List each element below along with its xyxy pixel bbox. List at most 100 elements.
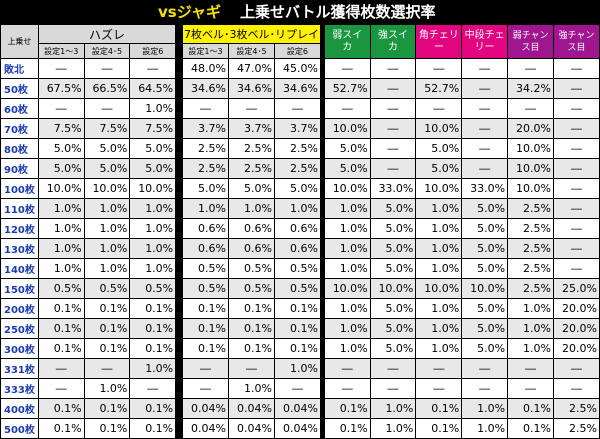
value-cell: 1.0% — [130, 219, 176, 238]
value-cell: 0.5% — [130, 279, 176, 298]
value-cell: 1.0% — [324, 239, 370, 258]
table-row: 80枚 5.0% 5.0% 5.0% 2.5% 2.5% 2.5% 5.0% ― 5.0% ― 10.… — [1, 139, 599, 158]
value-cell: 7.5% — [84, 119, 130, 138]
value-cell: 1.0% — [324, 319, 370, 338]
value-cell: 20.0% — [508, 119, 553, 138]
value-cell: ― — [508, 379, 553, 398]
value-cell: 0.1% — [274, 319, 320, 338]
value-cell: 1.0% — [324, 199, 370, 218]
table-row: 150枚 0.5% 0.5% 0.5% 0.5% 0.5% 0.5% 10.0% 10.0% 10… — [1, 279, 599, 298]
spacer — [176, 299, 183, 318]
value-cell: 3.7% — [228, 119, 274, 138]
value-cell: ― — [553, 159, 599, 178]
table-row: 110枚 1.0% 1.0% 1.0% 1.0% 1.0% 1.0% 1.0% 5.0% 1.0%… — [1, 199, 599, 218]
value-cell: ― — [508, 99, 553, 118]
value-cell: 0.5% — [274, 279, 320, 298]
row-label: 敗北 — [1, 59, 38, 78]
value-cell: 0.1% — [84, 319, 130, 338]
table-row: 100枚 10.0% 10.0% 10.0% 5.0% 5.0% 5.0% 10.0% 33.0… — [1, 179, 599, 198]
value-cell: 0.5% — [84, 279, 130, 298]
value-cell: ― — [370, 159, 416, 178]
value-cell: 1.0% — [416, 199, 462, 218]
value-cell: 0.1% — [38, 299, 84, 318]
spacer — [176, 399, 183, 418]
value-cell: ― — [416, 99, 462, 118]
value-cell: ― — [38, 59, 84, 78]
value-cell: 0.1% — [324, 419, 370, 438]
value-cell: 1.0% — [38, 239, 84, 258]
value-cell: 0.6% — [274, 219, 320, 238]
spacer — [320, 199, 324, 218]
value-cell: ― — [324, 359, 370, 378]
value-cell: 2.5% — [274, 159, 320, 178]
value-cell: 0.5% — [228, 279, 274, 298]
value-cell: ― — [416, 59, 462, 78]
value-cell: 5.0% — [274, 179, 320, 198]
value-cell: 5.0% — [84, 139, 130, 158]
value-cell: 2.5% — [183, 139, 228, 158]
value-cell: 0.1% — [274, 339, 320, 358]
row-label: 150枚 — [1, 279, 38, 298]
value-cell: 0.04% — [183, 399, 228, 418]
value-cell: 1.0% — [416, 219, 462, 238]
table-row: 50枚 67.5% 66.5% 64.5% 34.6% 34.6% 34.6% 52.7% ― 5… — [1, 79, 599, 98]
value-cell: ― — [416, 359, 462, 378]
setting-header: 設定1～3 — [183, 44, 228, 58]
value-cell: ― — [324, 99, 370, 118]
value-cell: ― — [370, 139, 416, 158]
spacer — [320, 319, 324, 338]
value-cell: 1.0% — [228, 379, 274, 398]
value-cell: ― — [84, 59, 130, 78]
table-row: 300枚 0.1% 0.1% 0.1% 0.1% 0.1% 0.1% 1.0% 5.0% 1.0%… — [1, 339, 599, 358]
row-label: 331枚 — [1, 359, 38, 378]
value-cell: 5.0% — [38, 139, 84, 158]
value-cell: ― — [553, 119, 599, 138]
spacer — [320, 219, 324, 238]
role-kyo-chance: 強チャンス目 — [553, 25, 599, 58]
spacer — [176, 379, 183, 398]
value-cell: 0.1% — [183, 299, 228, 318]
spacer — [320, 419, 324, 438]
value-cell: 47.0% — [228, 59, 274, 78]
value-cell: 2.5% — [553, 399, 599, 418]
role-chudan-cherry: 中段チェリー — [462, 25, 508, 58]
value-cell: 5.0% — [130, 139, 176, 158]
value-cell: 3.7% — [183, 119, 228, 138]
row-label: 140枚 — [1, 259, 38, 278]
value-cell: 20.0% — [553, 319, 599, 338]
setting-header: 設定4･5 — [84, 44, 130, 58]
value-cell: 5.0% — [462, 299, 508, 318]
value-cell: 0.6% — [228, 219, 274, 238]
value-cell: 2.5% — [228, 159, 274, 178]
value-cell: ― — [183, 379, 228, 398]
value-cell: 10.0% — [324, 119, 370, 138]
row-label: 100枚 — [1, 179, 38, 198]
value-cell: ― — [553, 359, 599, 378]
value-cell: ― — [228, 99, 274, 118]
selection-rate-table: 上乗せ ハズレ 7枚ベル･3枚ベル･リプレイ 弱スイカ 強スイカ 角チェリー 中… — [0, 24, 600, 439]
value-cell: 5.0% — [462, 319, 508, 338]
value-cell: 5.0% — [130, 159, 176, 178]
row-label: 120枚 — [1, 219, 38, 238]
value-cell: 10.0% — [416, 119, 462, 138]
value-cell: ― — [324, 59, 370, 78]
value-cell: 5.0% — [370, 339, 416, 358]
value-cell: 1.0% — [38, 219, 84, 238]
value-cell: 0.1% — [416, 399, 462, 418]
value-cell: ― — [553, 79, 599, 98]
row-label: 400枚 — [1, 399, 38, 418]
value-cell: 1.0% — [508, 339, 553, 358]
value-cell: 45.0% — [274, 59, 320, 78]
value-cell: 0.5% — [183, 259, 228, 278]
value-cell: 7.5% — [38, 119, 84, 138]
value-cell: 10.0% — [416, 279, 462, 298]
value-cell: 0.1% — [183, 319, 228, 338]
value-cell: 5.0% — [84, 159, 130, 178]
row-label-header: 上乗せ — [1, 25, 38, 58]
value-cell: 2.5% — [508, 259, 553, 278]
spacer — [176, 239, 183, 258]
value-cell: ― — [183, 359, 228, 378]
value-cell: ― — [553, 179, 599, 198]
value-cell: 5.0% — [228, 179, 274, 198]
value-cell: ― — [38, 99, 84, 118]
